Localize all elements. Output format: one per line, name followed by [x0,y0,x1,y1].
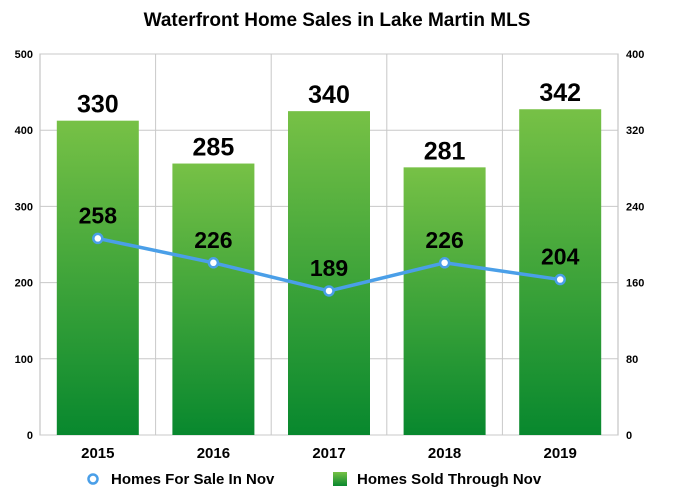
category-label: 2017 [312,445,345,462]
category-label: 2015 [81,445,114,462]
legend-bar-marker [333,472,347,486]
left-tick-label: 300 [15,201,33,213]
right-tick-label: 0 [626,430,632,442]
bar-data-label: 330 [77,91,119,119]
legend: Homes For Sale In Nov Homes Sold Through … [87,471,542,488]
line-point [207,257,220,269]
line-point [92,232,104,245]
bar [56,120,139,436]
category-labels: 2015 2016 2017 2018 2019 [81,445,577,462]
line-point [438,257,451,269]
bar-data-label: 340 [308,81,350,109]
bar [172,163,255,435]
legend-bar-label: Homes Sold Through Nov [357,471,542,488]
line-data-label: 226 [425,227,463,253]
right-tick-label: 160 [626,278,644,290]
left-tick-label: 100 [15,354,33,366]
chart-title: Waterfront Home Sales in Lake Martin MLS [144,10,531,31]
category-label: 2018 [428,445,461,462]
right-tick-label: 320 [626,125,644,137]
legend-line-label: Homes For Sale In Nov [111,471,275,488]
right-axis-ticks: 0 80 160 240 320 400 [626,49,644,442]
bar-series: 330 285 340 281 342 [56,79,602,436]
bar [288,111,370,436]
bar [519,109,602,436]
left-tick-label: 400 [15,125,33,137]
line-point [323,285,335,297]
category-label: 2019 [544,445,577,462]
category-label: 2016 [197,445,230,462]
bar-data-label: 342 [539,79,581,107]
bar-data-label: 281 [424,137,466,165]
line-point [554,273,566,286]
left-tick-label: 200 [15,278,33,290]
left-tick-label: 500 [15,49,33,61]
right-tick-label: 240 [626,201,644,213]
bar-data-label: 285 [193,134,235,162]
line-series: 258 226 189 226 204 [79,202,580,297]
left-axis-ticks: 0 100 200 300 400 500 [15,49,33,442]
line-data-label: 204 [541,244,580,270]
line-data-label: 226 [194,227,232,253]
legend-line-marker [87,473,99,485]
left-tick-label: 0 [27,430,33,442]
bar [403,167,486,435]
right-tick-label: 400 [626,49,644,61]
line-data-label: 189 [310,255,348,281]
right-tick-label: 80 [626,354,638,366]
line-data-label: 258 [79,202,118,228]
